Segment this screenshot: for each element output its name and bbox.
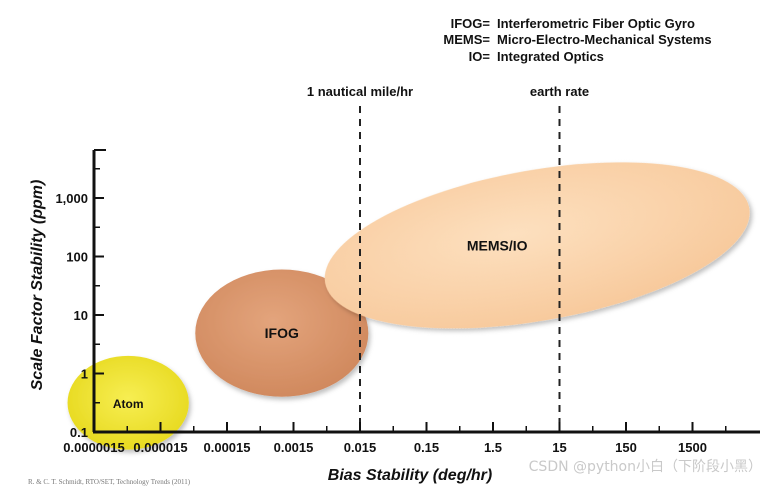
y-tick-label-2: 10 — [74, 308, 88, 323]
x-tick-label-5: 0.15 — [414, 440, 439, 455]
x-tick-label-9: 1500 — [678, 440, 707, 455]
x-tick-label-3: 0.0015 — [274, 440, 314, 455]
axes-layer: 0.1 1 10 100 1,000 0.0000015 0.000015 0.00015 0.… — [55, 149, 760, 455]
reference-lines-layer: 1 nautical mile/hr earth rate — [307, 84, 589, 432]
reference-label-0: 1 nautical mile/hr — [307, 84, 413, 99]
region-ifog — [195, 269, 369, 397]
legend-text-2: Integrated Optics — [497, 49, 604, 64]
watermark: CSDN @python小白（下阶段小黑） — [528, 459, 762, 475]
region-label-atom: Atom — [113, 397, 144, 411]
legend-text-1: Micro-Electro-Mechanical Systems — [497, 32, 712, 47]
regions-layer: Atom IFOG MEMS/IO — [67, 162, 750, 450]
x-tick-label-8: 150 — [615, 440, 637, 455]
y-tick-label-1: 1 — [81, 367, 88, 382]
x-tick-label-2: 0.00015 — [204, 440, 251, 455]
legend-abbr-2: IO= — [469, 49, 491, 64]
x-tick-label-7: 15 — [552, 440, 566, 455]
reference-label-1: earth rate — [530, 84, 589, 99]
x-axis-title: Bias Stability (deg/hr) — [328, 467, 492, 484]
legend-abbr-0: IFOG= — [451, 16, 491, 31]
y-tick-label-3: 100 — [66, 250, 88, 265]
y-axis-title: Scale Factor Stability (ppm) — [29, 180, 46, 391]
x-tick-label-1: 0.000015 — [133, 440, 187, 455]
y-tick-label-0: 0.1 — [70, 425, 88, 440]
x-tick-label-6: 1.5 — [484, 440, 502, 455]
legend-abbr-1: MEMS= — [443, 32, 490, 47]
y-tick-label-4: 1,000 — [55, 191, 88, 206]
region-label-ifog: IFOG — [265, 325, 299, 341]
legend: IFOG= Interferometric Fiber Optic Gyro M… — [443, 16, 711, 64]
region-atom — [67, 355, 189, 450]
region-mems-io — [324, 162, 750, 329]
x-tick-label-4: 0.015 — [344, 440, 377, 455]
legend-text-0: Interferometric Fiber Optic Gyro — [497, 16, 695, 31]
region-label-mems-io: MEMS/IO — [467, 237, 528, 253]
x-tick-label-0: 0.0000015 — [63, 440, 124, 455]
source-note: R. & C. T. Schmidt, RTO/SET, Technology … — [28, 478, 191, 486]
